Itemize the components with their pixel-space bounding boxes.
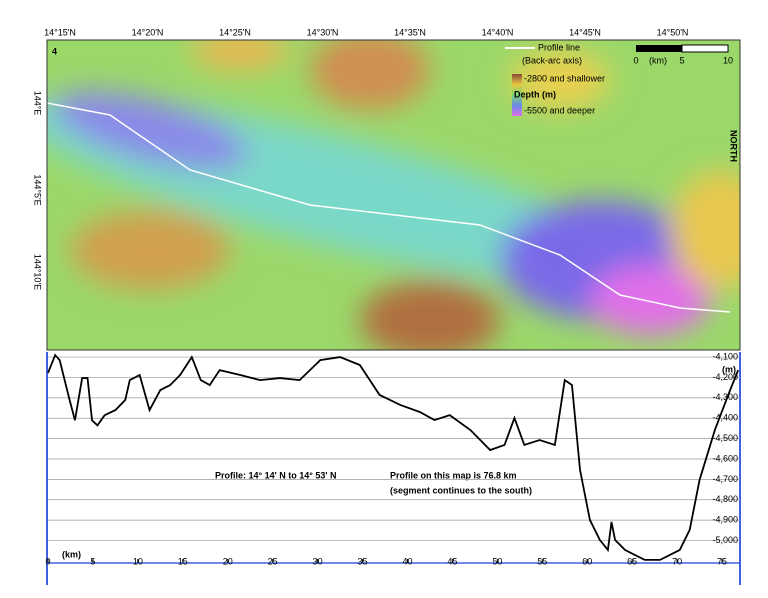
legend-line-label: Profile line: [538, 42, 580, 52]
x-axis-label: (km): [62, 549, 81, 559]
panel-label: 4: [52, 46, 57, 56]
y-tick-label: -4,800: [712, 494, 738, 504]
legend-deep: -5500 and deeper: [524, 105, 595, 115]
x-tick-label: 25: [268, 556, 278, 566]
lat-label: 14°15'N: [44, 27, 76, 37]
lat-label: 14°30'N: [307, 27, 339, 37]
lat-label: 14°25'N: [219, 27, 251, 37]
x-tick-label: 50: [492, 556, 502, 566]
x-tick-label: 30: [313, 556, 323, 566]
x-tick-label: 15: [178, 556, 188, 566]
x-tick-label: 0: [45, 556, 50, 566]
x-tick-label: 40: [402, 556, 412, 566]
y-tick-label: -4,400: [712, 413, 738, 423]
y-tick-label: -4,600: [712, 453, 738, 463]
y-tick-label: -4,700: [712, 474, 738, 484]
y-tick-label: -4,200: [712, 372, 738, 382]
depth-legend: [512, 74, 522, 116]
x-tick-label: 70: [672, 556, 682, 566]
profile-title: Profile: 14° 14' N to 14° 53' N: [215, 470, 337, 480]
y-axis-label: (m): [722, 364, 736, 374]
x-tick-label: 35: [358, 556, 368, 566]
y-tick-label: -4,300: [712, 392, 738, 402]
scale-bar: [681, 44, 729, 53]
x-tick-label: 45: [447, 556, 457, 566]
legend-line-sub: (Back-arc axis): [522, 55, 582, 65]
x-tick-label: 65: [627, 556, 637, 566]
x-tick-label: 55: [537, 556, 547, 566]
profile-line: [47, 353, 740, 561]
lon-label: 144°E: [33, 91, 43, 116]
x-tick-label: 10: [133, 556, 143, 566]
lon-label: 144°5'E: [33, 174, 43, 205]
legend-title: Depth (m): [514, 89, 556, 99]
lat-label: 14°50'N: [657, 27, 689, 37]
x-tick-label: 75: [717, 556, 727, 566]
scale-bar: [636, 45, 682, 52]
x-tick-label: 60: [582, 556, 592, 566]
scale-label: 0: [633, 55, 638, 65]
y-tick-label: -4,100: [712, 351, 738, 361]
legend-shallow: -2800 and shallower: [524, 73, 605, 83]
lat-label: 14°45'N: [569, 27, 601, 37]
scale-label: (km): [649, 55, 667, 65]
lat-label: 14°40'N: [482, 27, 514, 37]
y-tick-label: -4,500: [712, 433, 738, 443]
y-tick-label: -5,000: [712, 535, 738, 545]
scale-label: 5: [679, 55, 684, 65]
lat-label: 14°20'N: [132, 27, 164, 37]
x-tick-label: 5: [90, 556, 95, 566]
lon-label: 144°10'E: [33, 254, 43, 290]
bathymetry-map: [47, 40, 740, 350]
scale-label: 10: [723, 55, 733, 65]
lat-label: 14°35'N: [394, 27, 426, 37]
annotation-sub: (segment continues to the south): [390, 485, 532, 495]
north-label: NORTH: [729, 130, 739, 162]
annotation: Profile on this map is 76.8 km: [390, 470, 517, 480]
y-tick-label: -4,900: [712, 515, 738, 525]
x-tick-label: 20: [223, 556, 233, 566]
